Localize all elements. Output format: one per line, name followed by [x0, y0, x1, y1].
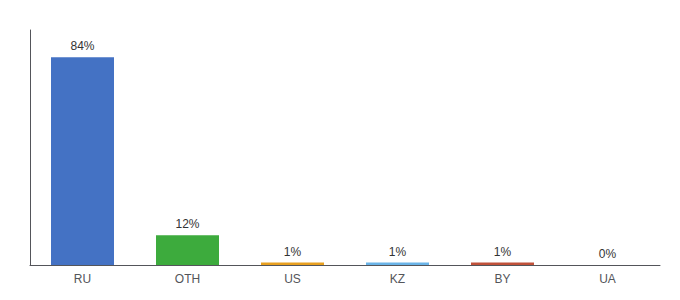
- svg-text:OTH: OTH: [175, 272, 200, 286]
- svg-text:US: US: [284, 272, 301, 286]
- svg-text:1%: 1%: [494, 245, 512, 259]
- svg-text:KZ: KZ: [390, 272, 405, 286]
- svg-text:BY: BY: [494, 272, 510, 286]
- svg-text:12%: 12%: [175, 217, 199, 231]
- svg-text:1%: 1%: [389, 245, 407, 259]
- svg-text:0%: 0%: [599, 247, 617, 261]
- svg-text:UA: UA: [599, 272, 616, 286]
- svg-text:84%: 84%: [70, 39, 94, 53]
- svg-text:RU: RU: [74, 272, 91, 286]
- svg-text:1%: 1%: [284, 245, 302, 259]
